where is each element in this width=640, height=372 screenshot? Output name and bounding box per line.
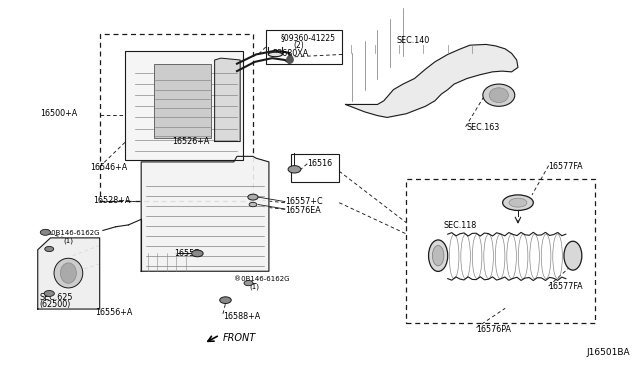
Circle shape [248,194,258,200]
Ellipse shape [502,195,533,211]
Text: SEC.140: SEC.140 [397,36,430,45]
Text: 16528+A: 16528+A [93,196,131,205]
Polygon shape [38,238,100,309]
Ellipse shape [60,263,76,283]
Ellipse shape [483,84,515,106]
Circle shape [288,166,301,173]
Ellipse shape [268,52,282,57]
Text: (2): (2) [293,41,304,51]
Bar [406,179,595,323]
Text: 16557+C: 16557+C [285,197,323,206]
Text: 16576EA: 16576EA [285,206,321,215]
Polygon shape [141,156,269,271]
Polygon shape [214,58,240,141]
Text: ®0B146-6162G: ®0B146-6162G [44,230,100,236]
Text: 16526+A: 16526+A [172,137,209,146]
Text: SEC.625: SEC.625 [39,293,72,302]
Circle shape [220,297,231,304]
Text: 16557: 16557 [174,249,200,258]
Text: §09360-41225: §09360-41225 [280,33,335,42]
Circle shape [44,291,54,296]
Text: ®0B146-6162G: ®0B146-6162G [234,276,289,282]
Text: FRONT: FRONT [223,333,256,343]
Ellipse shape [54,258,83,288]
Circle shape [249,202,257,207]
Text: 16576PA: 16576PA [476,325,511,334]
Circle shape [191,250,203,257]
Ellipse shape [287,56,293,63]
Bar [291,154,339,182]
Text: 16556+A: 16556+A [95,308,132,317]
Text: 16577FA: 16577FA [548,282,583,291]
Circle shape [244,280,253,286]
Text: SEC.118: SEC.118 [444,221,477,230]
Ellipse shape [564,241,582,270]
Bar [154,64,211,138]
Text: (1): (1) [250,283,260,290]
Text: 16577FA: 16577FA [548,162,583,171]
Bar [125,51,243,160]
Circle shape [40,230,51,235]
Ellipse shape [429,240,448,272]
Text: (62500): (62500) [39,300,70,309]
Circle shape [45,246,54,251]
Bar [266,31,342,64]
Text: 16500+A: 16500+A [40,109,77,118]
Text: J16501BA: J16501BA [586,348,630,357]
Text: 22680XA: 22680XA [272,49,308,58]
Ellipse shape [489,88,508,103]
Polygon shape [346,44,518,118]
Ellipse shape [509,198,527,207]
Text: 16546+A: 16546+A [90,163,127,172]
Text: 16516: 16516 [307,159,332,168]
Ellipse shape [433,246,444,266]
Text: 16588+A: 16588+A [223,312,260,321]
Text: SEC.163: SEC.163 [467,123,500,132]
Bar [100,34,253,201]
Text: (1): (1) [63,238,73,244]
